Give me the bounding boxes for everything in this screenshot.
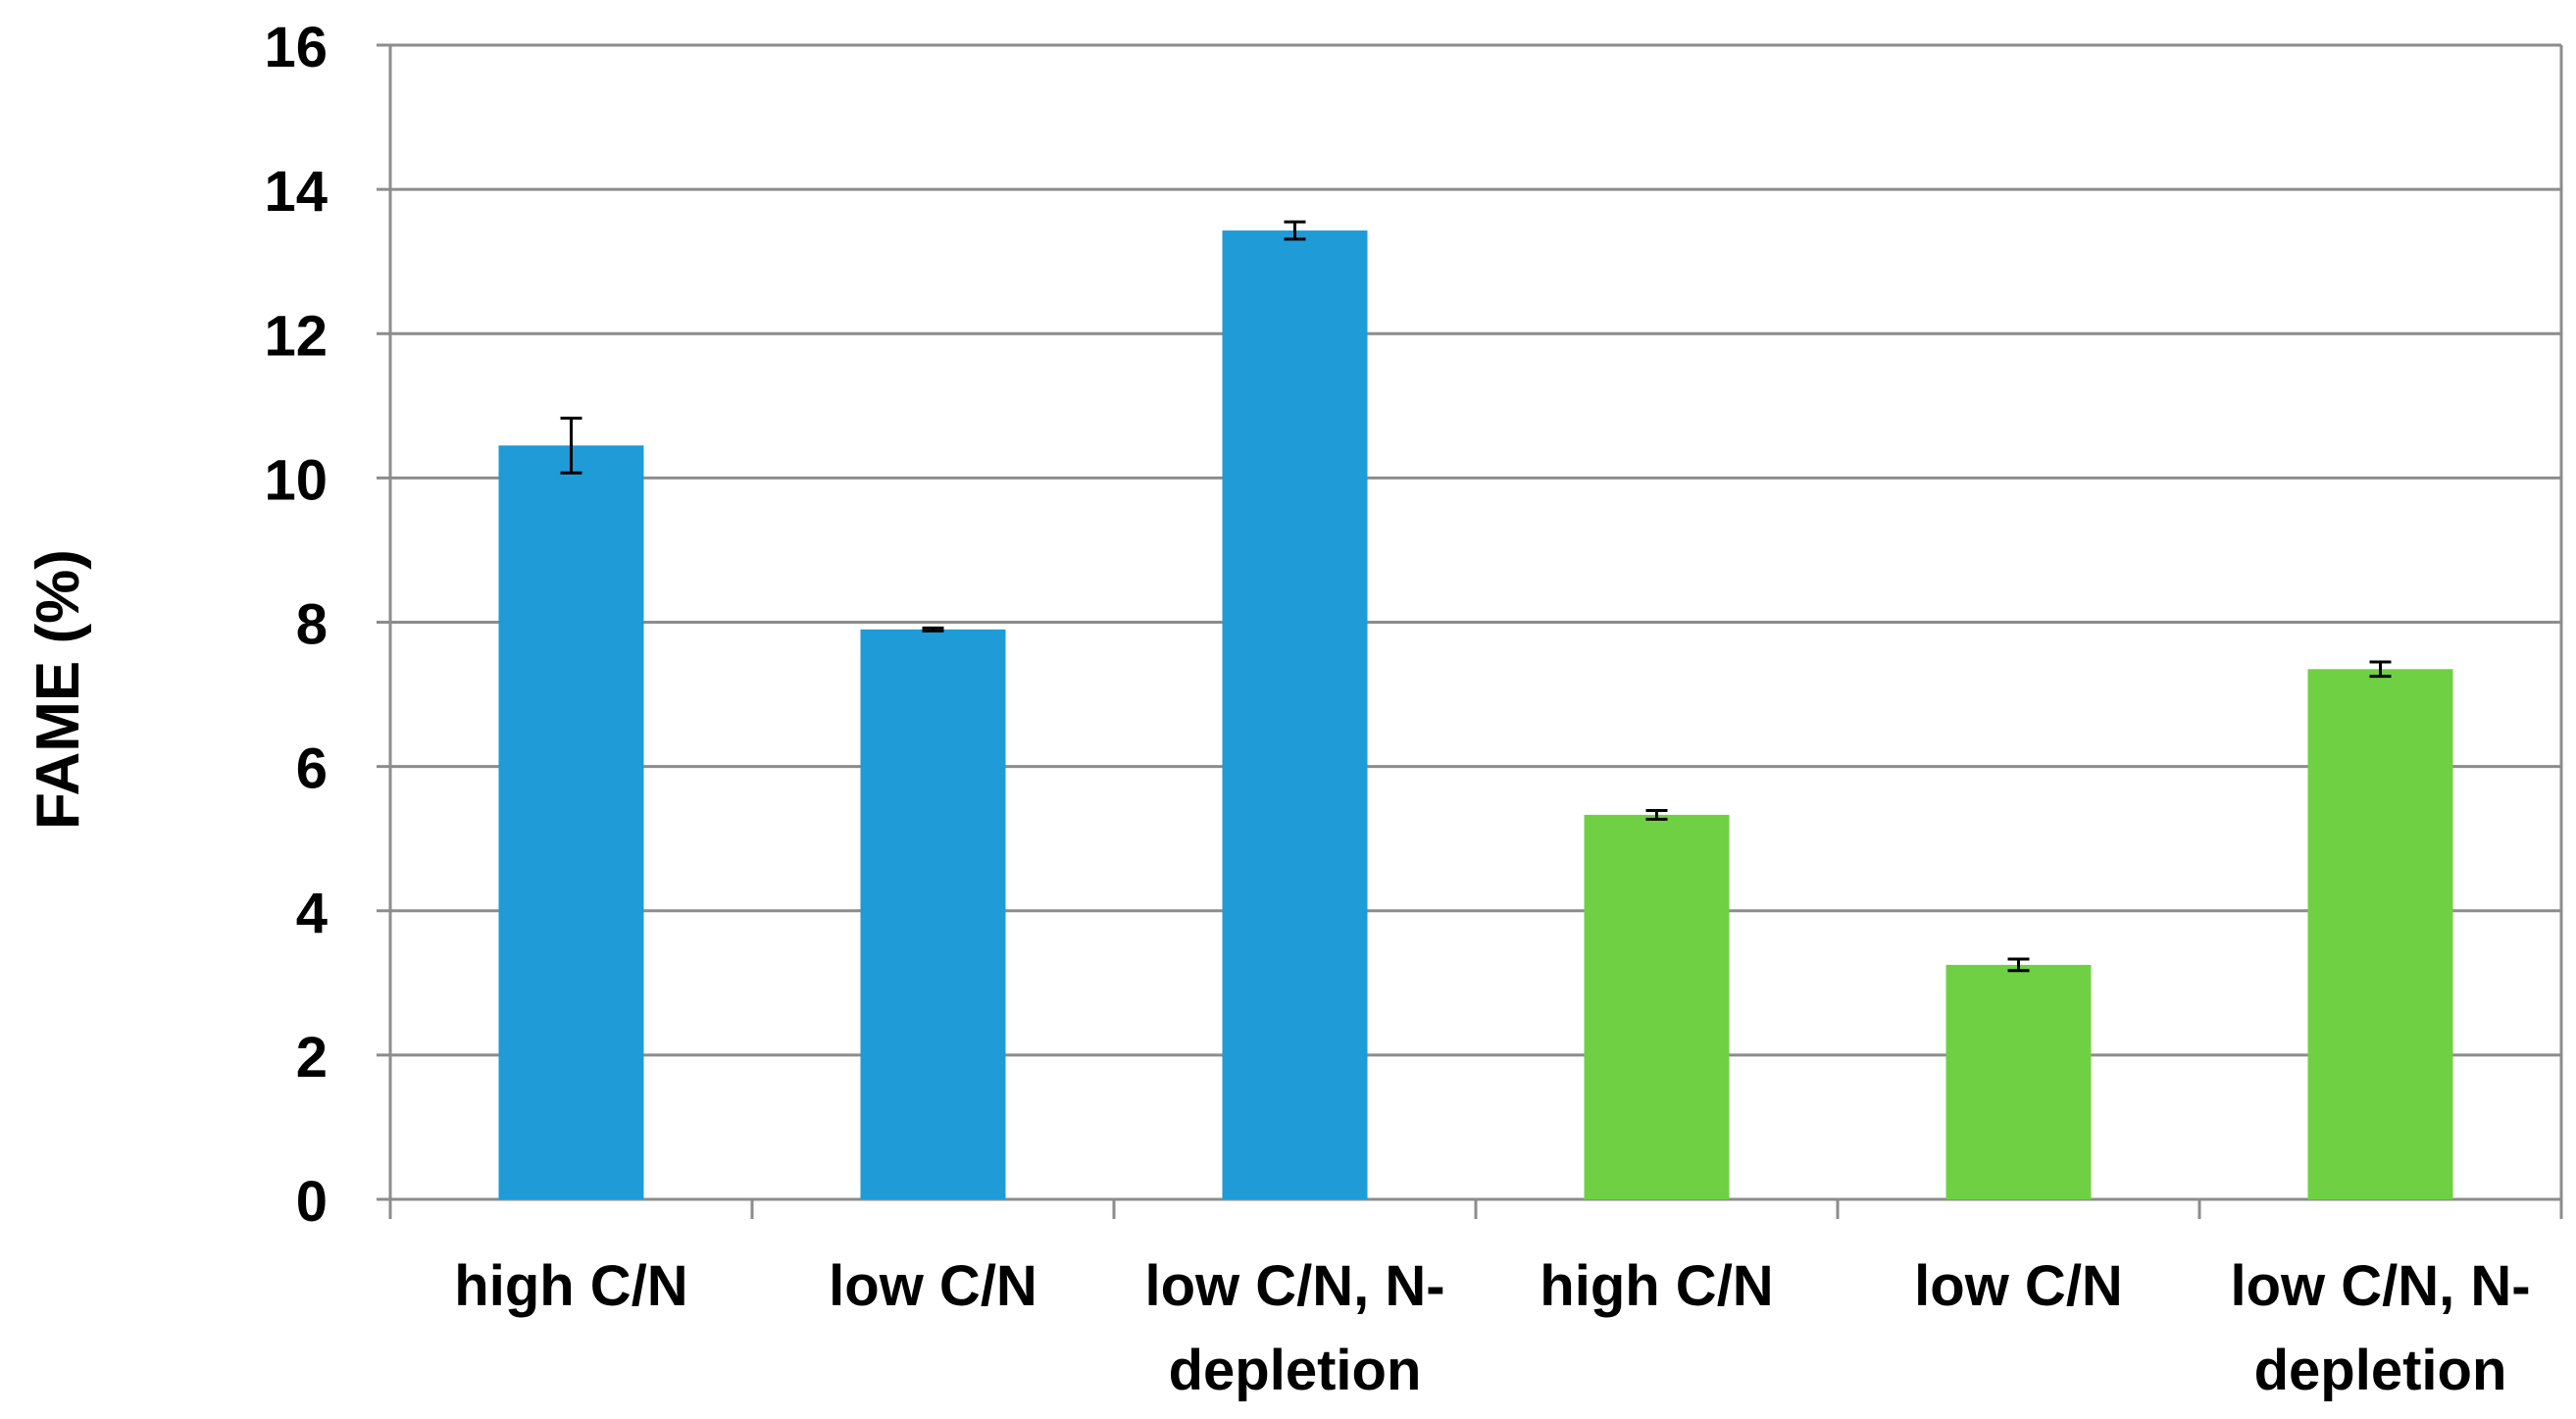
error-bar — [2007, 957, 2030, 973]
gridlines — [390, 43, 2563, 1199]
error-bar — [922, 626, 944, 633]
bar — [2307, 669, 2453, 1199]
x-tick-label: low C/N, N- — [2230, 1254, 2530, 1318]
x-tick-label: low C/N — [1914, 1254, 2123, 1318]
bar — [1945, 964, 2092, 1199]
y-tick-label: 6 — [296, 737, 328, 801]
x-tick-label: low C/N, N- — [1144, 1254, 1444, 1318]
x-tick-label: high C/N — [1540, 1254, 1773, 1318]
bars — [498, 230, 2453, 1200]
x-tick-label: low C/N — [829, 1254, 1037, 1318]
y-tick-label: 8 — [296, 593, 328, 657]
y-tick-label: 16 — [264, 16, 328, 79]
y-tick-label: 14 — [264, 160, 328, 224]
bar — [498, 445, 644, 1200]
error-bar — [560, 416, 582, 475]
y-tick-label: 10 — [264, 448, 328, 512]
y-tick-label: 4 — [296, 882, 328, 945]
bar — [860, 629, 1006, 1199]
y-axis-label: FAME (%) — [25, 549, 92, 830]
error-bars — [560, 220, 2392, 973]
error-bar — [2369, 660, 2392, 679]
x-tick-label: depletion — [2254, 1339, 2507, 1402]
y-tick-label: 12 — [264, 304, 328, 368]
y-tick-label: 0 — [296, 1170, 328, 1234]
x-tick-label: high C/N — [454, 1254, 687, 1318]
x-tick-label: depletion — [1169, 1339, 1422, 1402]
bar — [1222, 230, 1368, 1200]
error-bar — [1284, 220, 1306, 241]
x-tick-labels: high C/N low C/N low C/N, N-depletion high … — [454, 1254, 2530, 1402]
bar — [1584, 814, 1730, 1199]
axes — [377, 43, 2563, 1219]
error-bar — [1645, 808, 1668, 821]
y-tick-labels: 0 2 4 6 8 10 12 14 16 — [264, 16, 328, 1234]
y-tick-label: 2 — [296, 1026, 328, 1090]
